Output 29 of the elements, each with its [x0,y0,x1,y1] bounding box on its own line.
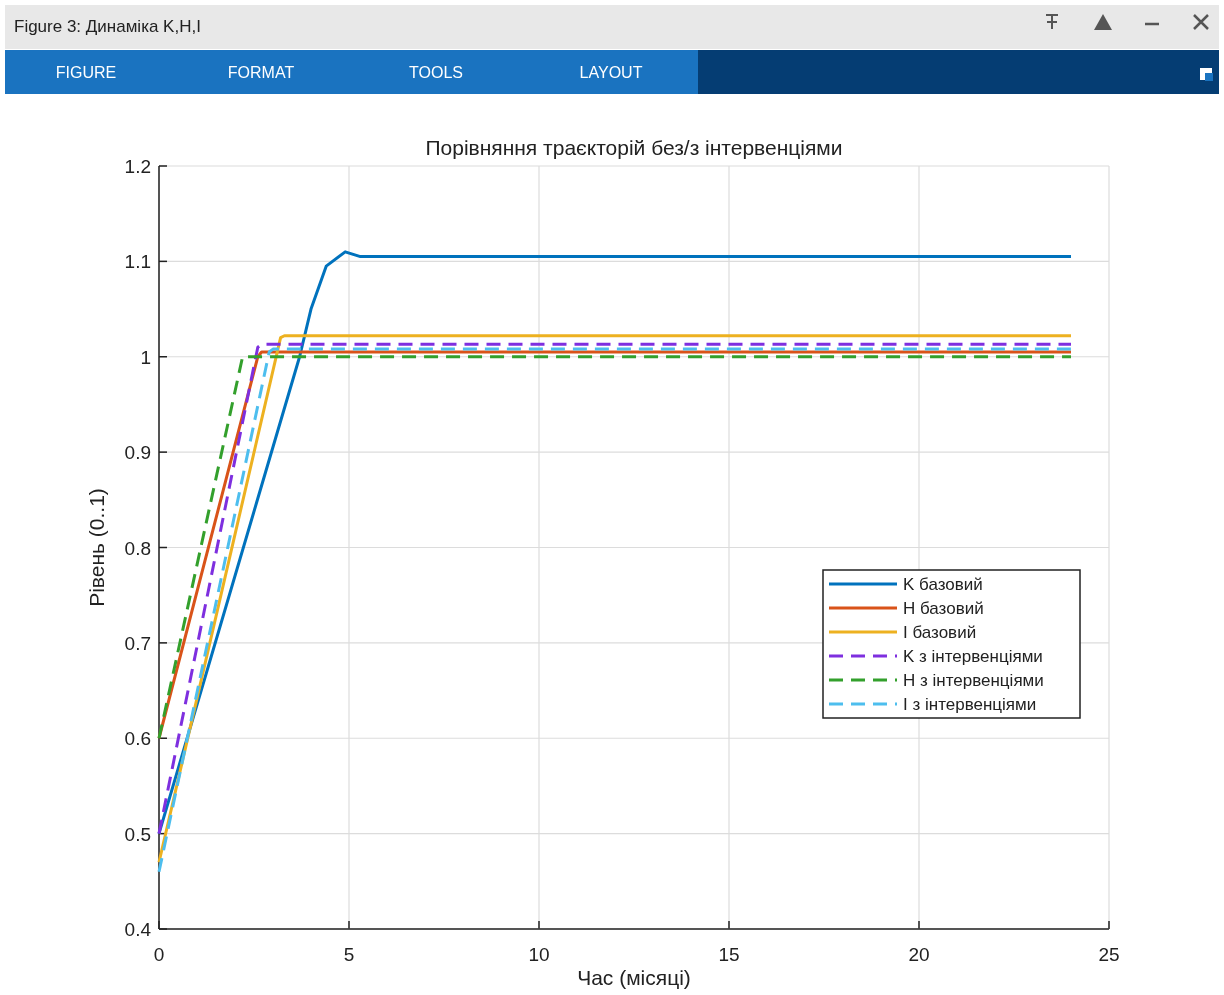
y-tick-label: 1.1 [124,251,151,273]
legend-label: H базовий [903,599,984,618]
legend-label: I з інтервенціями [903,695,1037,714]
x-tick-label: 25 [1098,944,1120,965]
y-tick-label: 0.7 [124,632,151,654]
x-tick-label: 5 [343,944,355,965]
text: LAYOUT [579,64,643,81]
x-tick-label: 10 [528,944,550,965]
x-axis-title: Час (місяці) [577,966,691,989]
caption: Figure 3: Динаміка K,H,I [14,17,201,36]
legend-label: I базовий [903,623,977,642]
y-tick-label: 0.4 [124,919,152,940]
text: TOOLS [409,64,463,81]
y-tick-label: 0.6 [124,728,151,750]
legend-label: H з інтервенціями [903,671,1044,690]
legend-label: K базовий [903,575,983,594]
y-tick-label: 0.9 [124,442,151,464]
chart-title: Порівняння траєкторій без/з інтервенціями [425,136,843,159]
x-tick-label: 20 [908,944,930,965]
legend-label: K з інтервенціями [903,647,1043,666]
y-tick-label: 1.2 [124,156,151,177]
x-tick-label: 15 [718,944,740,965]
text: FIGURE [55,64,117,81]
y-axis-title: Рівень (0..1) [85,488,108,607]
text: FORMAT [227,64,295,81]
y-tick-label: 0.8 [124,537,151,559]
y-tick-label: 0.5 [124,823,151,845]
y-tick-label: 1 [140,346,151,368]
x-tick-label: 0 [153,944,165,965]
